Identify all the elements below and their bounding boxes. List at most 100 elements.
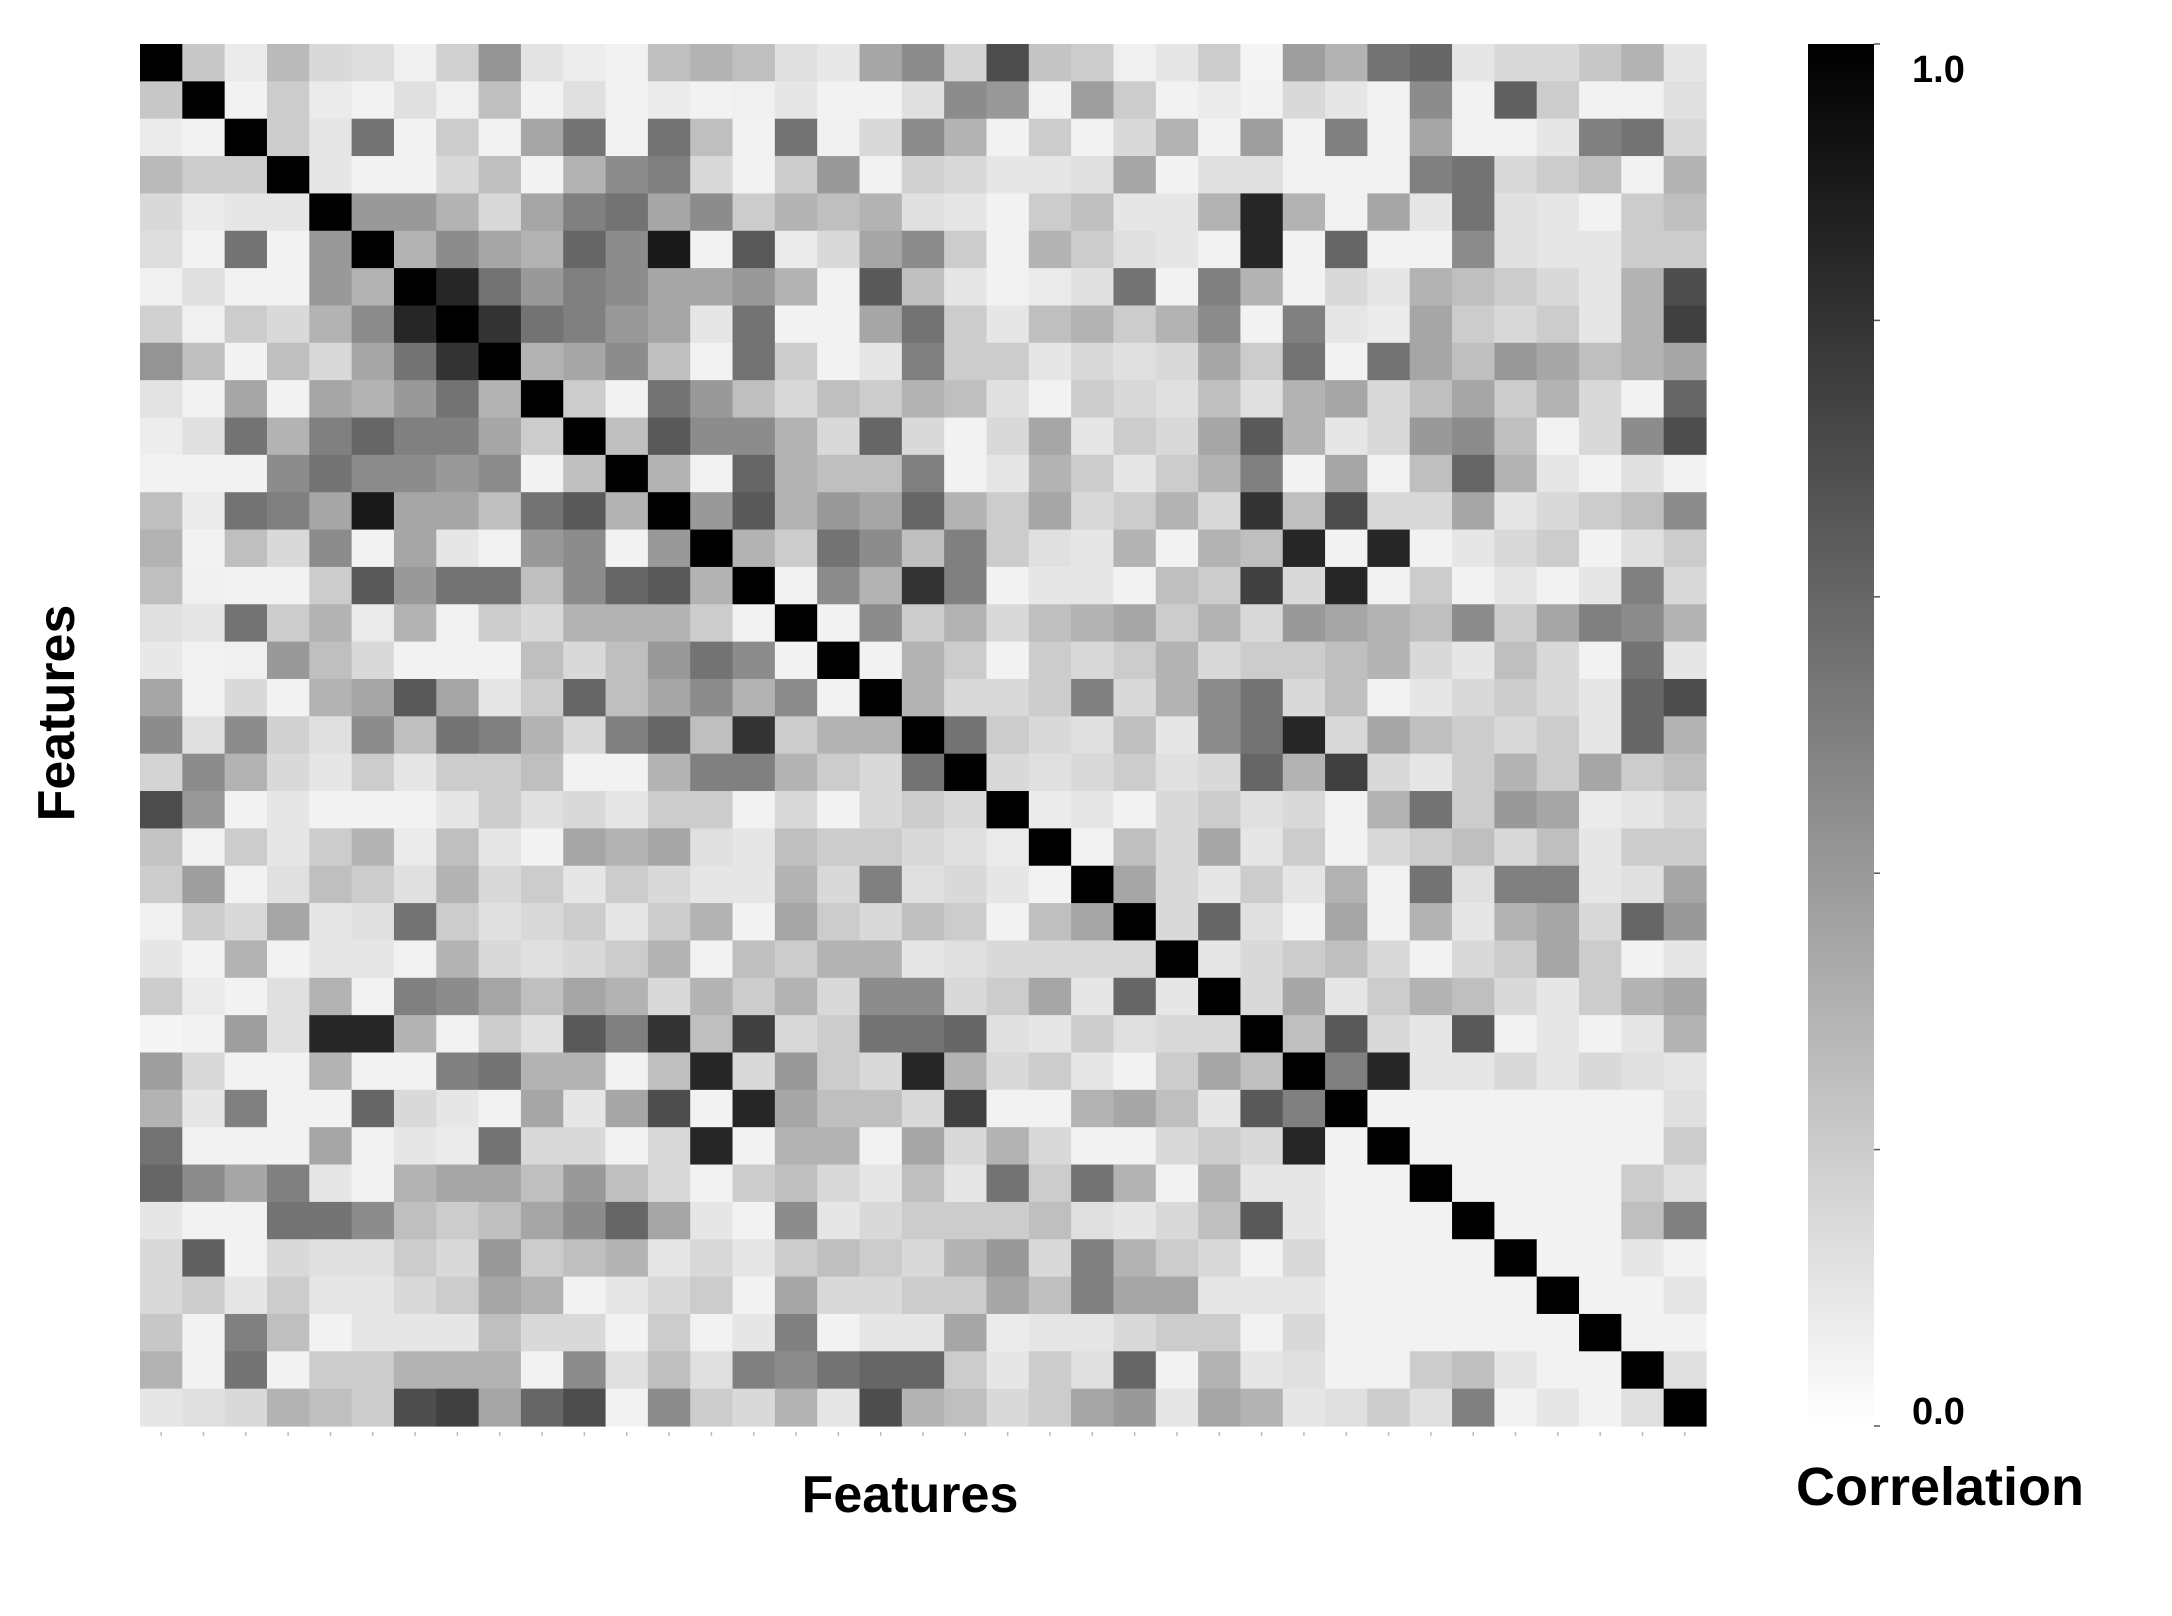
heatmap-cell [1113,1351,1157,1390]
heatmap-cell [1494,678,1538,717]
heatmap-cell [690,1388,734,1427]
heatmap-cell [1494,716,1538,755]
heatmap-cell [1198,903,1242,942]
heatmap-cell [1367,118,1411,157]
heatmap-cell [1367,342,1411,381]
heatmap-cell [1198,1089,1242,1128]
heatmap-cell [436,44,480,82]
heatmap-cell [1452,604,1495,643]
heatmap-cell [1155,1089,1199,1128]
heatmap-cell [520,1351,564,1390]
heatmap-cell [1028,1276,1072,1315]
heatmap-cell [1409,1089,1453,1128]
heatmap-cell [266,492,310,531]
heatmap-cell [309,903,353,942]
heatmap-cell [1579,1388,1622,1427]
heatmap-cell [309,977,353,1016]
heatmap-cell [1282,1313,1326,1352]
heatmap-cell [690,940,734,979]
heatmap-cell [309,492,353,531]
heatmap-cell [817,1313,861,1352]
heatmap-cell [1579,566,1622,605]
heatmap-cell [1198,678,1242,717]
heatmap-cell [1452,193,1495,232]
heatmap-cell [563,118,607,157]
heatmap-cell [1240,1089,1284,1128]
heatmap-cell [224,1089,268,1128]
heatmap-cell [1579,118,1622,157]
heatmap-cell [309,1351,353,1390]
heatmap-cell [1113,1127,1157,1166]
heatmap-cell [436,305,480,344]
heatmap-cell [605,417,649,456]
heatmap-cell [1240,1201,1284,1240]
heatmap-cell [901,753,945,792]
heatmap-cell [1409,903,1453,942]
heatmap-cell [563,1089,607,1128]
heatmap-cell [393,865,437,904]
heatmap-cell [520,1239,564,1278]
heatmap-cell [1113,1089,1157,1128]
heatmap-cell [182,44,226,82]
heatmap-cell [647,1089,691,1128]
heatmap-cell [1325,1052,1368,1091]
heatmap-cell [266,118,310,157]
heatmap-cell [605,641,649,680]
heatmap-cell [436,678,480,717]
heatmap-cell [520,305,564,344]
heatmap-cell [986,641,1030,680]
heatmap-cell [1240,268,1284,307]
heatmap-cell [1621,1052,1665,1091]
heatmap-cell [1155,1015,1199,1054]
heatmap-cell [266,566,310,605]
heatmap-cell [1409,454,1453,493]
heatmap-cell [1494,454,1538,493]
heatmap-cell [774,753,818,792]
heatmap-cell [1155,1201,1199,1240]
heatmap-cell [1663,81,1707,120]
heatmap-cell [351,268,395,307]
heatmap-cell [436,1089,480,1128]
heatmap-cell [859,529,903,568]
heatmap-cell [563,1052,607,1091]
heatmap-cell [436,268,480,307]
heatmap-cell [1028,454,1072,493]
heatmap-cell [647,230,691,269]
heatmap-cell [1155,865,1199,904]
heatmap-cell [1325,342,1368,381]
heatmap-cell [1409,1313,1453,1352]
heatmap-cell [1494,305,1538,344]
heatmap-cell [732,1052,776,1091]
heatmap-cell [563,865,607,904]
heatmap-cell [1663,1239,1707,1278]
heatmap-cell [1028,1239,1072,1278]
heatmap-cell [1071,940,1115,979]
heatmap-cell [986,1127,1030,1166]
heatmap-cell [732,753,776,792]
heatmap-cell [901,342,945,381]
heatmap-cell [1028,865,1072,904]
heatmap-cell [1155,193,1199,232]
heatmap-cell [1663,828,1707,867]
heatmap-cell [1240,1239,1284,1278]
heatmap-cell [351,44,395,82]
heatmap-cell [563,604,607,643]
heatmap-cell [817,230,861,269]
heatmap-cell [944,566,988,605]
heatmap-cell [1325,1015,1368,1054]
heatmap-cell [1663,417,1707,456]
heatmap-cell [1536,828,1580,867]
heatmap-cell [182,1313,226,1352]
heatmap-cell [266,1201,310,1240]
heatmap-cell [1367,1015,1411,1054]
heatmap-cell [986,417,1030,456]
heatmap-cell [774,230,818,269]
heatmap-cell [1282,81,1326,120]
heatmap-cell [1409,1127,1453,1166]
heatmap-cell [690,865,734,904]
heatmap-cell [774,305,818,344]
heatmap-cell [140,828,183,867]
heatmap-cell [351,454,395,493]
heatmap-cell [563,230,607,269]
heatmap-cell [1071,230,1115,269]
